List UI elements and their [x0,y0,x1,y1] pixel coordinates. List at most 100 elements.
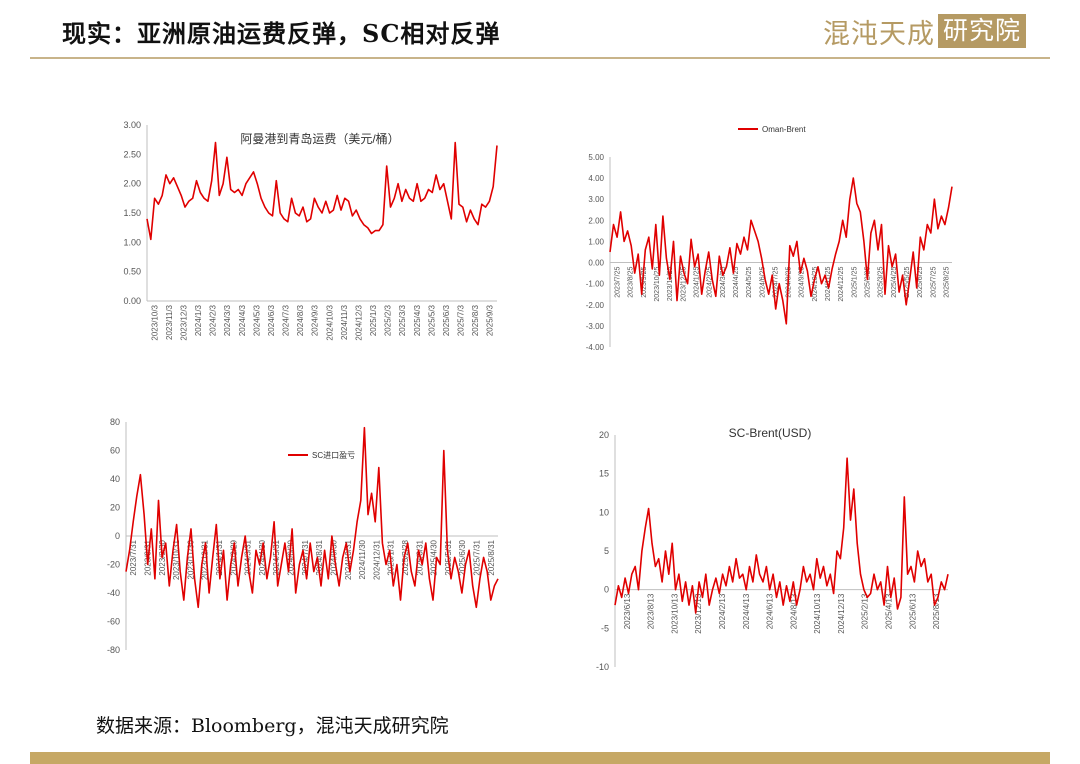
x-tick-label: 2025/8/31 [487,539,496,575]
sc-brent-chart: 20 15 10 5 0 -5 -10 2023/6/13 2023/8/13 2023/10/1… [596,426,949,672]
x-tick-label: 2025/3/25 [878,266,885,297]
x-tick-label: 2024/10/13 [813,593,822,634]
x-tick-label: 2023/11/25 [667,266,674,301]
x-tick-label: 2024/10/25 [812,266,819,301]
x-tick-label: 2023/12/31 [201,539,210,580]
x-tick-label: 2025/2/3 [384,304,393,336]
x-tick-label: 2025/1/3 [369,304,378,336]
y-tick-label: -10 [596,662,609,672]
x-tick-label: 2025/6/25 [917,266,924,297]
x-tick-label: 2025/9/3 [486,304,495,336]
y-tick-label: -60 [107,617,120,627]
x-tick-label: 2023/12/25 [680,266,687,301]
y-tick-label: 3.00 [588,195,604,204]
x-tick-label: 2024/9/3 [311,304,320,336]
x-tick-label: 2025/4/3 [413,304,422,336]
logo-text: 混沌天成 [822,18,935,50]
x-tick-label: 2024/3/25 [720,266,727,297]
x-tick-label: 2025/7/3 [457,304,466,336]
x-tick-label: 2025/7/31 [473,539,482,575]
oman-brent-chart: 5.00 4.00 3.00 2.00 1.00 0.00 -1.00 -2.00 -3.00 -… [586,125,953,352]
y-tick-label: 20 [110,503,120,513]
y-tick-label: 60 [110,446,120,456]
x-tick-label: 2024/2/3 [209,304,218,336]
y-tick-label: 10 [599,507,609,517]
page-title: 现实：亚洲原油运费反弹，SC相对反弹 [62,19,501,48]
x-tick-label: 2024/1/3 [194,304,203,336]
x-tick-label: 2024/7/3 [282,304,291,336]
x-tick-label: 2024/6/30 [287,539,296,575]
x-tick-label: 2025/1/25 [851,266,858,297]
x-tick-label: 2024/4/25 [733,266,740,297]
y-tick-label: -2.00 [586,301,605,310]
x-tick-label: 2024/1/31 [215,539,224,575]
y-tick-label: 2.00 [588,216,604,225]
x-tick-label: 2024/6/13 [766,593,775,629]
company-logo: 混沌天成 研究院 [823,12,1026,50]
y-tick-label: -20 [107,560,120,570]
x-tick-label: 2025/6/13 [908,593,917,629]
x-tick-label: 2025/4/25 [891,266,898,297]
x-tick-label: 2023/12/3 [179,304,188,340]
x-tick-label: 2025/8/13 [932,593,941,629]
x-tick-label: 2024/8/13 [789,593,798,629]
x-tick-label: 2024/2/25 [707,266,714,297]
x-tick-label: 2024/9/25 [799,266,806,297]
x-tick-label: 2024/12/13 [837,593,846,634]
x-tick-label: 2024/2/29 [229,539,238,575]
x-tick-label: 2024/7/25 [772,266,779,297]
y-tick-label: -5 [601,623,609,633]
x-tick-label: 2024/6/3 [267,304,276,336]
y-tick-label: 1.00 [123,237,141,247]
x-tick-label: 2025/5/25 [904,266,911,297]
y-tick-label: 15 [599,469,609,479]
y-tick-label: 4.00 [588,174,604,183]
y-tick-label: 2.00 [123,179,141,189]
x-tick-label: 2023/9/25 [641,266,648,297]
series-line [125,426,499,609]
series-line [609,177,953,325]
x-tick-label: 2023/12/13 [694,593,703,634]
legend-label: SC进口盈亏 [312,451,355,460]
x-tick-label: 2025/7/25 [930,266,937,297]
y-tick-label: 40 [110,474,120,484]
y-tick-label: 2.50 [123,149,141,159]
x-tick-label: 2024/4/13 [742,593,751,629]
data-source-note: 数据来源：Bloomberg，混沌天成研究院 [96,715,449,737]
freight-rate-chart: 0.00 0.50 1.00 1.50 2.00 2.50 3.00 2023/10/3 202… [123,120,498,341]
y-tick-label: -4.00 [586,343,605,352]
x-tick-label: 2025/4/13 [885,593,894,629]
y-tick-label: 80 [110,417,120,427]
y-tick-label: 20 [599,430,609,440]
x-tick-label: 2024/6/25 [759,266,766,297]
x-tick-label: 2024/8/25 [786,266,793,297]
title-divider [30,57,1050,59]
x-tick-label: 2024/7/31 [301,539,310,575]
x-tick-label: 2023/8/25 [628,266,635,297]
x-tick-label: 2024/8/31 [315,539,324,575]
x-tick-label: 2024/12/3 [354,304,363,340]
y-tick-label: -80 [107,645,120,655]
y-tick-label: 1.00 [588,237,604,246]
x-tick-label: 2024/1/25 [694,266,701,297]
x-tick-label: 2024/4/3 [238,304,247,336]
x-tick-label: 2023/7/31 [129,539,138,575]
chart-title: SC-Brent(USD) [729,426,812,440]
series-line [146,141,498,241]
y-tick-label: 0.00 [123,296,141,306]
x-tick-label: 2025/2/13 [861,593,870,629]
x-tick-label: 2023/10/3 [150,304,159,340]
x-tick-label: 2025/5/3 [427,304,436,336]
y-tick-label: 3.00 [123,120,141,130]
y-tick-label: 0 [604,585,609,595]
x-tick-label: 2024/5/3 [252,304,261,336]
x-tick-label: 2025/6/3 [442,304,451,336]
x-tick-label: 2025/3/3 [398,304,407,336]
x-tick-label: 2024/11/25 [825,266,832,301]
chart-title: 阿曼港到青岛运费（美元/桶） [240,131,399,146]
x-tick-label: 2025/4/30 [430,539,439,575]
x-tick-label: 2025/6/30 [458,539,467,575]
x-tick-label: 2024/11/3 [340,304,349,340]
x-tick-label: 2023/10/13 [670,593,679,634]
